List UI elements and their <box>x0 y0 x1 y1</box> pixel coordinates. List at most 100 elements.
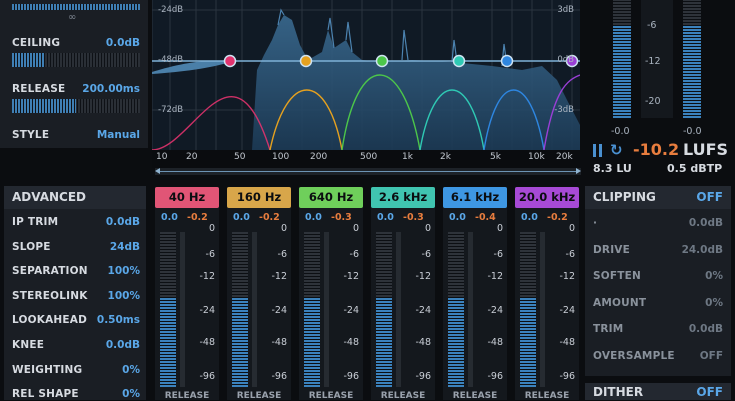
clipping-title: CLIPPING <box>593 190 656 204</box>
band-scale-label: -24 <box>415 305 431 316</box>
band-release-label[interactable]: RELEASE <box>236 391 282 401</box>
release-slider-fill <box>12 99 76 113</box>
band-release-label[interactable]: RELEASE <box>308 391 354 401</box>
dither-state[interactable]: OFF <box>696 385 723 399</box>
band-scale-label: -12 <box>415 271 431 282</box>
ceiling-value[interactable]: 0.0dB <box>105 37 140 49</box>
dither-title: DITHER <box>593 385 644 399</box>
band-curve-5 <box>483 89 545 151</box>
band-release-label[interactable]: RELEASE <box>164 391 210 401</box>
band-level: 0.0 <box>449 212 466 223</box>
band-freq-label[interactable]: 640 Hz <box>299 187 363 208</box>
right-scale-label: 3dB <box>557 5 574 15</box>
release-slider[interactable] <box>12 99 140 113</box>
band-scale-label: -48 <box>415 337 431 348</box>
lufs-unit: LUFS <box>683 140 729 159</box>
band-release-label[interactable]: RELEASE <box>524 391 570 401</box>
band-node-4[interactable] <box>452 54 466 68</box>
band-freq-label[interactable]: 20.0 kHz <box>515 187 579 208</box>
band-gain-reduction: -0.2 <box>259 212 280 223</box>
band-curve-2 <box>269 89 343 151</box>
band-level: 0.0 <box>521 212 538 223</box>
band-scale-label: -96 <box>343 371 359 382</box>
reset-icon[interactable]: ↻ <box>610 141 623 159</box>
advanced-row-value[interactable]: 100% <box>107 289 140 302</box>
clipping-row-value[interactable]: 0.0dB <box>688 217 723 229</box>
advanced-row-value[interactable]: 0% <box>122 388 140 401</box>
clipping-row-value[interactable]: 24.0dB <box>681 243 723 256</box>
band-strip-5: 6.1 kHz 0.0 -0.4 0 -6 -12 -24 -48 -96 RELEASE <box>443 187 507 401</box>
clipping-row-value[interactable]: 0.0dB <box>688 323 723 335</box>
dbtp-value: 0.5 dBTP <box>667 162 723 175</box>
link-icon[interactable]: ∞ <box>68 12 77 23</box>
pause-icon[interactable] <box>593 144 603 157</box>
advanced-row-value[interactable]: 0% <box>122 363 140 376</box>
band-scale-label: -24 <box>559 305 575 316</box>
band-meter <box>160 232 176 387</box>
spectrum-display[interactable]: -24dB -48dB -72dB 3dB 0dB -3dB 10 20 50 100 200 5… <box>152 0 580 168</box>
band-split-slider[interactable] <box>155 168 581 175</box>
band-scale-label: -12 <box>343 271 359 282</box>
advanced-row-value[interactable]: 100% <box>107 265 140 278</box>
clipping-row-value[interactable]: 0% <box>705 296 723 309</box>
band-level: 0.0 <box>161 212 178 223</box>
band-scale-label: -96 <box>487 371 503 382</box>
split-track <box>159 171 577 172</box>
style-value[interactable]: Manual <box>96 129 140 141</box>
meter-scale-bar <box>641 0 673 118</box>
clipping-row-label: OVERSAMPLE <box>593 349 675 362</box>
band-scale-label: -12 <box>199 271 215 282</box>
band-freq-label[interactable]: 160 Hz <box>227 187 291 208</box>
advanced-panel: ADVANCED IP TRIM 0.0dB SLOPE 24dB SEPARATION… <box>4 186 146 400</box>
band-release-label[interactable]: RELEASE <box>452 391 498 401</box>
band-scale-label: -24 <box>199 305 215 316</box>
band-scale-label: -6 <box>421 249 431 260</box>
band-meter <box>376 232 392 387</box>
spectrum-graph[interactable] <box>152 0 580 168</box>
band-scale-label: -12 <box>487 271 503 282</box>
clipping-row-label: SOFTEN <box>593 270 641 282</box>
band-meter <box>448 232 464 387</box>
band-scale-label: -96 <box>415 371 431 382</box>
band-curve-1 <box>152 95 271 151</box>
advanced-row-value[interactable]: 24dB <box>109 240 140 253</box>
advanced-row-value[interactable]: 0.0dB <box>105 339 140 351</box>
band-scale-label: -24 <box>487 305 503 316</box>
ceiling-slider[interactable] <box>12 53 140 67</box>
split-handle-left[interactable] <box>155 168 160 174</box>
band-node-3[interactable] <box>375 54 389 68</box>
advanced-row-value[interactable]: 0.50ms <box>96 314 140 327</box>
release-value[interactable]: 200.00ms <box>82 83 140 95</box>
band-gr-meter <box>396 232 401 387</box>
band-freq-label[interactable]: 2.6 kHz <box>371 187 435 208</box>
advanced-row-label: REL SHAPE <box>12 388 79 401</box>
band-node-5[interactable] <box>500 54 514 68</box>
top-slider[interactable] <box>12 4 140 10</box>
clipping-row-value[interactable]: 0% <box>705 270 723 282</box>
advanced-row-value[interactable]: 0.0dB <box>105 216 140 228</box>
band-gr-meter <box>468 232 473 387</box>
out-scale-2: -12 <box>645 56 661 67</box>
advanced-row-label: WEIGHTING <box>12 363 83 376</box>
right-scale-label: -3dB <box>554 105 574 115</box>
band-scale-label: -48 <box>343 337 359 348</box>
band-gain-reduction: -0.2 <box>187 212 208 223</box>
clipping-row-value[interactable]: OFF <box>699 349 723 362</box>
band-freq-label[interactable]: 6.1 kHz <box>443 187 507 208</box>
band-node-1[interactable] <box>223 54 237 68</box>
clipping-state[interactable]: OFF <box>696 190 723 204</box>
split-handle-right[interactable] <box>576 168 581 174</box>
band-freq-label[interactable]: 40 Hz <box>155 187 219 208</box>
band-node-2[interactable] <box>299 54 313 68</box>
band-scale-label: -6 <box>205 249 215 260</box>
band-scale-label: -48 <box>559 337 575 348</box>
left-scale-label: -48dB <box>158 55 184 65</box>
band-gain-reduction: -0.3 <box>403 212 424 223</box>
band-release-label[interactable]: RELEASE <box>380 391 426 401</box>
freq-label: 1k <box>402 152 413 162</box>
band-node-6[interactable] <box>565 54 579 68</box>
ceiling-label: CEILING <box>12 37 61 49</box>
band-scale-label: -6 <box>565 249 575 260</box>
advanced-row-label: STEREOLINK <box>12 289 88 302</box>
freq-label: 50 <box>234 152 246 162</box>
